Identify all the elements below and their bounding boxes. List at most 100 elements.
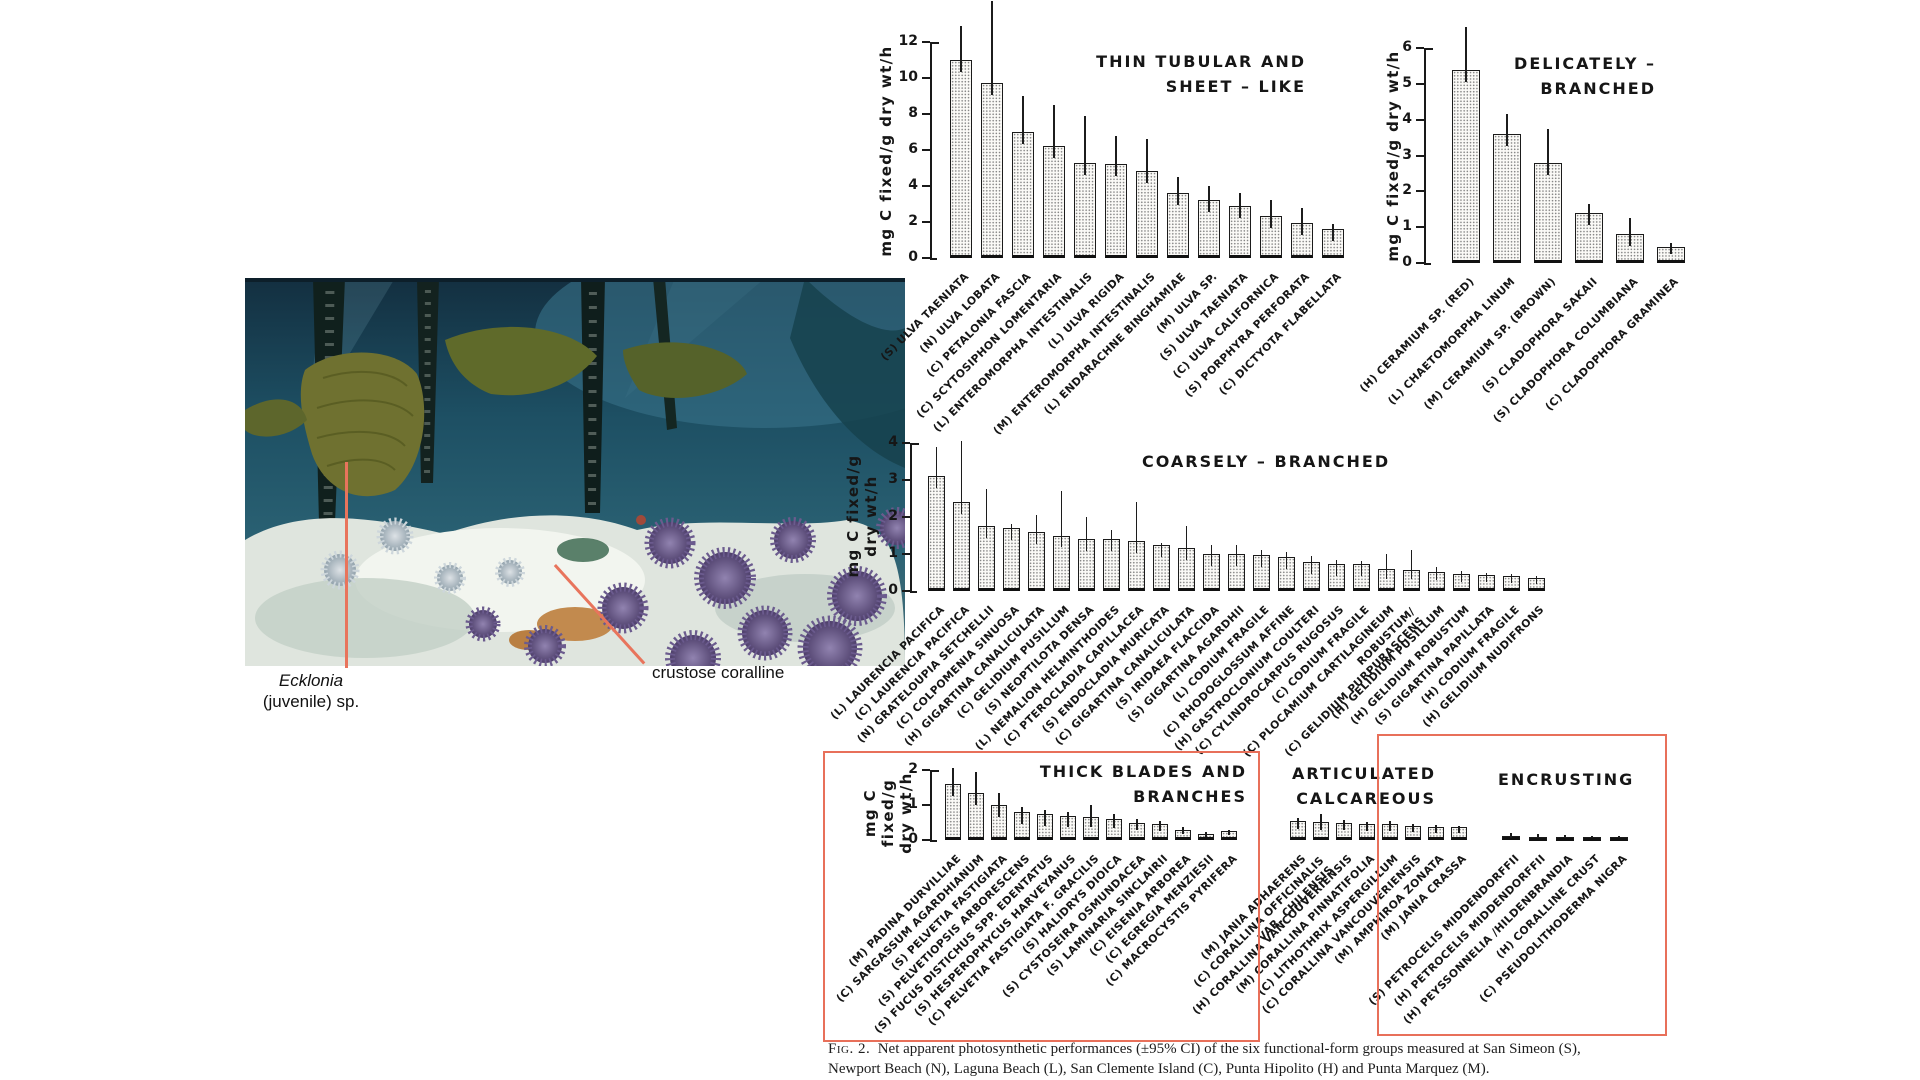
error-bar — [1285, 552, 1288, 569]
y-axis-tick-label: 0 — [908, 831, 918, 847]
kelp-canopy-blade — [245, 399, 307, 437]
y-axis-tick-label: 3 — [1402, 146, 1412, 163]
kelp-canopy-blade — [445, 326, 597, 396]
bar — [1657, 246, 1685, 263]
kelp-stipe — [581, 278, 605, 513]
y-axis-tick — [902, 442, 910, 444]
bar — [1534, 162, 1562, 263]
bar — [1136, 170, 1158, 258]
y-axis-tick — [922, 221, 930, 223]
error-bar — [1205, 832, 1207, 837]
annotation-line-ecklonia — [345, 462, 348, 668]
y-axis-tick — [922, 41, 930, 43]
error-bar — [1135, 502, 1138, 554]
kelp-blade-ribs — [316, 370, 414, 471]
bar — [945, 784, 961, 840]
kelp-canopy-blade — [623, 342, 747, 398]
highlight-box-encrusting — [1377, 734, 1667, 1036]
bar-category-label: (S) CLADOPHORA COLUMBIANA — [1490, 274, 1641, 425]
bar — [1382, 824, 1398, 840]
y-axis-tick — [902, 516, 910, 518]
y-axis-tick-label: 4 — [908, 177, 918, 193]
error-bar — [1320, 813, 1322, 830]
error-bar — [952, 768, 954, 796]
y-axis-tick — [922, 77, 930, 79]
error-bar — [1485, 572, 1488, 583]
error-bar — [1053, 105, 1055, 159]
chart-title-articulated-calcareous: ARTICULATED CALCAREOUS — [1291, 764, 1436, 808]
error-bar — [1465, 26, 1467, 82]
error-bar — [935, 446, 938, 489]
error-bar — [1510, 833, 1512, 838]
bar — [1403, 569, 1420, 591]
bar — [1353, 564, 1370, 591]
y-axis-tick-label: 0 — [908, 249, 918, 265]
bar — [1228, 554, 1245, 591]
error-bar — [1389, 820, 1391, 832]
error-bar — [1021, 806, 1023, 824]
y-axis-tick-label: 1 — [888, 545, 898, 561]
error-bar — [1588, 203, 1590, 225]
error-bar — [1044, 810, 1046, 826]
y-axis — [930, 770, 932, 840]
y-axis-tick — [902, 590, 910, 592]
error-bar — [1115, 135, 1117, 177]
bar — [1078, 539, 1095, 591]
y-axis-tick-label: 2 — [908, 761, 918, 777]
bar — [1028, 531, 1045, 591]
bar — [1528, 578, 1545, 591]
y-axis-tick — [1416, 47, 1424, 50]
algal-patch-green — [557, 538, 609, 562]
error-bar — [1410, 550, 1413, 580]
y-axis-bottom-hook — [930, 840, 937, 842]
bar — [978, 526, 995, 591]
error-bar — [1060, 491, 1063, 548]
error-bar — [960, 25, 962, 72]
rock-shading — [255, 578, 475, 658]
error-bar — [1228, 829, 1230, 836]
y-axis-tick-label: 8 — [908, 105, 918, 121]
y-axis-tick-label: 4 — [1402, 110, 1412, 127]
error-bar — [1460, 570, 1463, 582]
error-bar — [1010, 524, 1013, 541]
error-bar — [1670, 243, 1672, 255]
error-bar — [1185, 526, 1188, 561]
bar — [1452, 69, 1480, 263]
bar — [1229, 205, 1251, 258]
error-bar — [1136, 819, 1138, 831]
bar — [1478, 575, 1495, 591]
error-bar — [1537, 834, 1539, 839]
bar — [1053, 535, 1070, 591]
error-bar — [1412, 823, 1414, 833]
error-bar — [1177, 177, 1179, 206]
y-axis-tick — [902, 479, 910, 481]
bar — [1014, 812, 1030, 840]
y-axis-top-hook — [930, 42, 939, 44]
caption-fig-label: Fig. 2. — [828, 1041, 871, 1057]
y-axis-tick-label: 2 — [1402, 182, 1412, 199]
bar — [1278, 556, 1295, 591]
error-bar — [985, 489, 988, 539]
chart-title-delicately-branched: DELICATELY – BRANCHED — [1514, 54, 1656, 98]
y-axis-tick-label: 4 — [888, 434, 898, 450]
highlight-box-thick-blades — [823, 751, 1260, 1042]
bar — [1105, 164, 1127, 258]
error-bar — [1366, 821, 1368, 832]
error-bar — [1160, 542, 1163, 557]
bar — [1037, 813, 1053, 840]
error-bar — [1435, 824, 1437, 833]
y-axis-tick-label: 5 — [1402, 75, 1412, 91]
bar — [1043, 146, 1065, 258]
figure-caption: Fig. 2. Net apparent photosynthetic perf… — [828, 1040, 1700, 1080]
error-bar — [975, 771, 977, 805]
bar — [1493, 134, 1521, 263]
y-axis-tick — [922, 113, 930, 115]
error-bar — [1113, 813, 1115, 829]
error-bar — [991, 0, 993, 96]
error-bar — [1301, 207, 1303, 235]
photo-top-edge — [245, 278, 905, 282]
y-axis-bottom-hook — [1424, 263, 1431, 265]
error-bar — [1182, 826, 1184, 835]
y-axis-top-hook — [910, 443, 919, 445]
